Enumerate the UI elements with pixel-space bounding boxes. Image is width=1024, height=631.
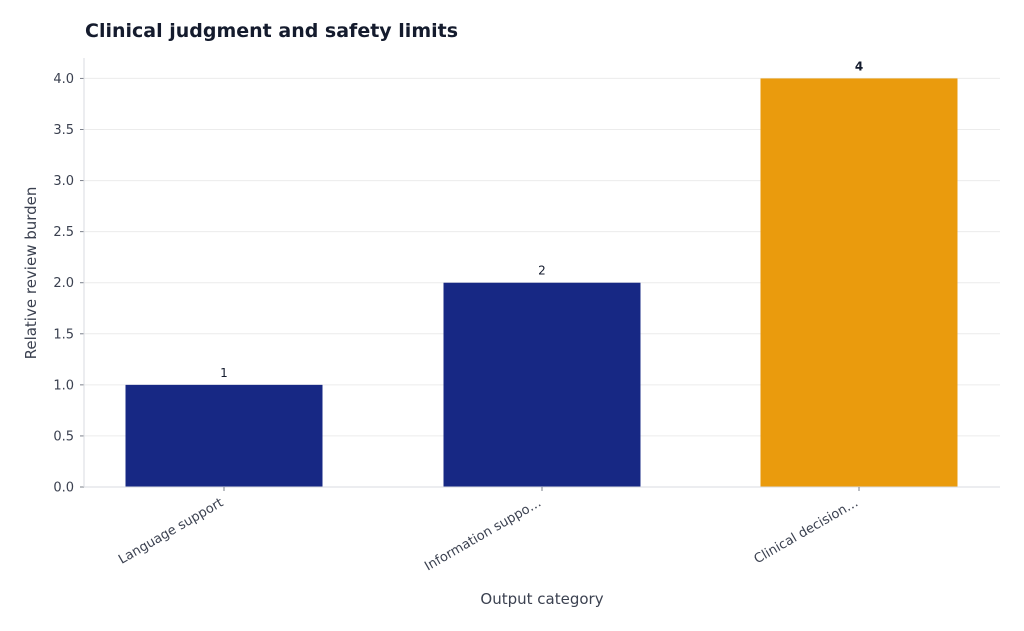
x-tick-label: Clinical decision… <box>752 495 861 567</box>
y-tick-label: 3.5 <box>53 123 74 138</box>
y-tick-label: 1.5 <box>53 327 74 342</box>
y-tick-label: 0.5 <box>53 429 74 444</box>
bar <box>125 384 323 487</box>
y-tick-label: 4.0 <box>53 72 74 87</box>
data-label: 1 <box>220 366 228 380</box>
y-tick-label: 2.5 <box>53 225 74 240</box>
x-tick-label: Language support <box>116 495 226 567</box>
y-tick-label: 2.0 <box>53 276 74 291</box>
x-tick-label: Information suppo… <box>422 495 544 574</box>
y-tick-label: 1.0 <box>53 378 74 393</box>
y-tick-label: 3.0 <box>53 174 74 189</box>
bar <box>760 78 958 487</box>
bars <box>125 78 958 487</box>
axes <box>80 58 1000 491</box>
y-tick-label: 0.0 <box>53 481 74 496</box>
y-axis-title: Relative review burden <box>22 187 40 360</box>
chart-title: Clinical judgment and safety limits <box>85 20 459 42</box>
bar <box>443 282 641 487</box>
x-axis-title: Output category <box>480 590 603 608</box>
data-label: 2 <box>538 264 546 278</box>
data-label: 4 <box>855 59 863 73</box>
